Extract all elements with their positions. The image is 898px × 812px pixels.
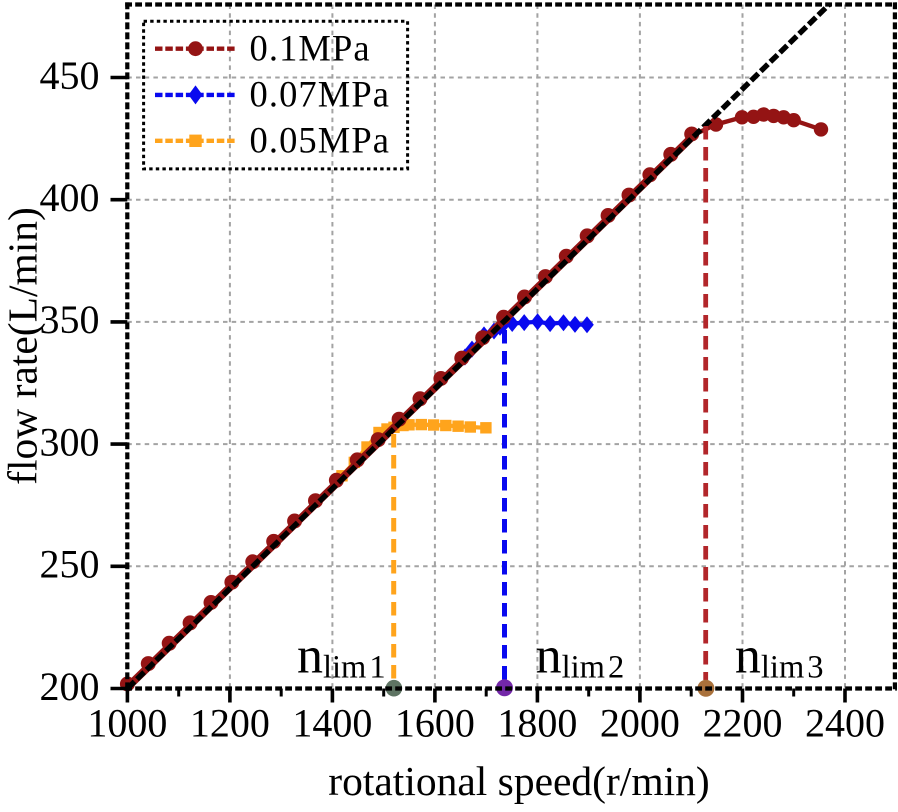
svg-text:flow rate(L/min): flow rate(L/min) xyxy=(0,207,47,485)
svg-text:350: 350 xyxy=(40,297,100,342)
svg-text:1200: 1200 xyxy=(190,701,270,746)
svg-text:450: 450 xyxy=(40,53,100,98)
svg-text:1600: 1600 xyxy=(395,701,475,746)
svg-text:2400: 2400 xyxy=(805,701,885,746)
svg-text:0.05MPa: 0.05MPa xyxy=(250,120,391,161)
svg-text:300: 300 xyxy=(40,419,100,464)
svg-text:400: 400 xyxy=(40,175,100,220)
svg-text:200: 200 xyxy=(40,664,100,709)
svg-text:0.07MPa: 0.07MPa xyxy=(250,74,391,115)
svg-text:1800: 1800 xyxy=(497,701,577,746)
svg-text:rotational speed(r/min): rotational speed(r/min) xyxy=(328,758,709,805)
svg-text:2000: 2000 xyxy=(600,701,680,746)
svg-text:1000: 1000 xyxy=(87,701,167,746)
svg-text:2200: 2200 xyxy=(703,701,783,746)
svg-text:0.1MPa: 0.1MPa xyxy=(250,28,371,69)
svg-text:250: 250 xyxy=(40,542,100,587)
svg-text:1400: 1400 xyxy=(292,701,372,746)
